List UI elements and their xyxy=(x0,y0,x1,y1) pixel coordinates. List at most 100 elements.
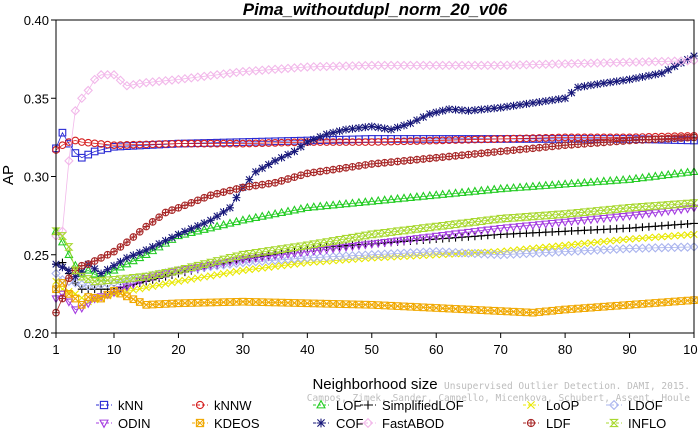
data-point xyxy=(419,155,428,163)
data-point xyxy=(489,215,499,224)
data-point xyxy=(579,245,590,256)
data-point xyxy=(226,203,234,212)
data-point xyxy=(373,195,383,205)
data-point xyxy=(393,123,402,132)
data-point xyxy=(637,210,648,220)
data-point xyxy=(277,177,286,185)
data-point xyxy=(244,249,254,258)
data-point xyxy=(70,306,80,315)
data-point xyxy=(64,243,74,251)
data-point xyxy=(302,62,313,72)
data-point xyxy=(677,134,685,142)
data-point xyxy=(347,250,358,261)
data-point xyxy=(586,207,596,216)
data-point xyxy=(206,223,216,232)
data-point xyxy=(89,74,100,85)
data-point xyxy=(367,160,376,168)
data-point xyxy=(605,244,615,255)
data-point xyxy=(547,247,557,257)
data-point xyxy=(161,208,170,217)
data-point xyxy=(244,213,254,223)
data-point xyxy=(624,243,635,254)
data-point xyxy=(70,278,81,288)
data-point xyxy=(251,249,261,257)
data-point xyxy=(593,238,602,246)
data-point xyxy=(670,134,679,143)
data-point xyxy=(361,161,370,169)
data-point xyxy=(535,143,544,152)
data-point xyxy=(573,178,583,187)
data-point xyxy=(495,250,506,260)
data-point xyxy=(632,136,640,145)
data-point xyxy=(187,275,196,283)
data-point xyxy=(599,176,609,185)
data-point xyxy=(535,98,544,106)
data-point xyxy=(612,137,621,146)
data-point xyxy=(593,139,602,147)
data-point xyxy=(135,273,145,282)
data-point xyxy=(135,298,144,306)
data-point xyxy=(387,158,395,166)
data-point xyxy=(148,271,158,280)
data-point xyxy=(444,247,454,257)
data-point xyxy=(438,231,448,241)
data-point xyxy=(373,249,383,260)
series-inflo xyxy=(51,199,698,286)
data-point xyxy=(136,285,144,293)
data-point xyxy=(97,269,106,278)
series-ldf xyxy=(52,133,698,317)
data-point xyxy=(374,159,383,168)
data-point xyxy=(483,306,492,315)
data-point xyxy=(438,221,448,230)
data-point xyxy=(354,232,364,241)
data-point xyxy=(496,224,506,234)
data-point xyxy=(425,303,434,312)
data-point xyxy=(334,236,345,244)
data-point xyxy=(638,136,647,144)
data-point xyxy=(470,60,480,71)
data-point xyxy=(670,232,679,240)
data-point xyxy=(592,176,602,186)
data-point xyxy=(496,183,506,193)
data-point xyxy=(90,277,100,286)
data-point xyxy=(321,252,332,262)
data-point xyxy=(322,246,332,255)
y-tick-label: 0.20 xyxy=(24,326,49,341)
data-point xyxy=(528,221,538,231)
data-point xyxy=(496,147,505,156)
legend-label: SimplifiedLOF xyxy=(382,398,464,413)
data-point xyxy=(213,271,221,279)
legend-item-lof: LOF xyxy=(313,398,361,413)
x-tick-label: 100 xyxy=(683,342,698,357)
y-axis: 0.20 0.25 0.30 0.35 0.40 xyxy=(24,13,56,341)
data-point xyxy=(677,58,686,67)
data-point xyxy=(206,191,215,200)
data-point xyxy=(412,192,422,201)
data-point xyxy=(509,101,518,110)
data-point xyxy=(315,246,325,256)
data-point xyxy=(605,205,615,214)
data-point xyxy=(367,122,376,131)
data-point xyxy=(186,263,196,272)
data-point xyxy=(658,233,666,241)
data-point xyxy=(553,247,564,257)
data-point xyxy=(90,264,99,273)
data-point xyxy=(51,227,61,236)
data-point xyxy=(167,268,177,278)
data-point xyxy=(618,204,628,213)
data-point xyxy=(109,265,119,274)
data-point xyxy=(71,272,80,281)
series-fastabod xyxy=(51,55,698,241)
data-point xyxy=(425,190,435,200)
data-point xyxy=(399,226,409,235)
data-point xyxy=(270,208,280,218)
data-point xyxy=(316,167,325,176)
data-point xyxy=(373,229,383,238)
data-point xyxy=(334,244,345,253)
x-tick-label: 90 xyxy=(622,342,636,357)
data-point xyxy=(148,245,158,255)
data-point xyxy=(664,65,673,74)
data-point xyxy=(566,209,577,218)
data-point xyxy=(400,252,408,261)
